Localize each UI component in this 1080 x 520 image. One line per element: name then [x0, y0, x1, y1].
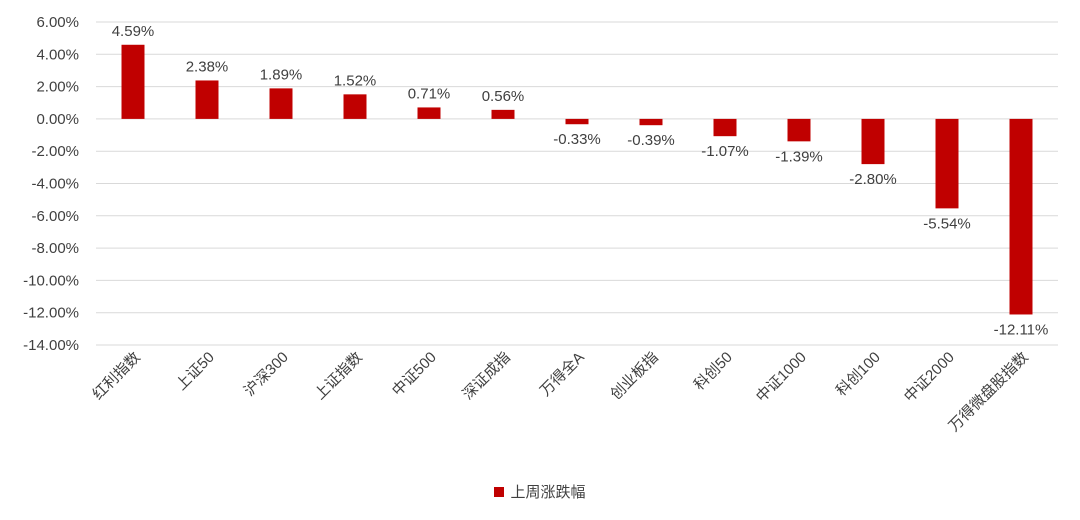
- data-label: -0.33%: [553, 131, 601, 148]
- x-tick-label: 中证2000: [901, 349, 958, 406]
- bar: [343, 94, 367, 119]
- bar: [121, 44, 145, 119]
- bar: [787, 118, 811, 142]
- data-label: -12.11%: [994, 321, 1049, 338]
- bar: [565, 118, 589, 125]
- data-label: -0.39%: [627, 132, 675, 149]
- x-tick-label: 科创50: [691, 349, 736, 394]
- x-tick-label: 创业板指: [607, 348, 662, 403]
- bar: [639, 118, 663, 126]
- x-tick-label: 中证1000: [753, 349, 810, 406]
- bar: [861, 118, 885, 165]
- bar: [195, 80, 219, 119]
- x-tick-label: 沪深300: [241, 349, 292, 400]
- x-tick-label: 万得微盘股指数: [945, 348, 1032, 435]
- legend-label: 上周涨跌幅: [510, 484, 586, 501]
- bar-chart-svg: 6.00% 4.00% 2.00% 0.00% -2.00% -4.00% -6.00% -8…: [23, 14, 1058, 435]
- data-label: 1.89%: [260, 66, 303, 83]
- data-label: 2.38%: [186, 58, 229, 75]
- data-label: 4.59%: [112, 23, 155, 40]
- bar: [713, 118, 737, 137]
- bar: [935, 118, 959, 209]
- data-label: -1.39%: [775, 148, 823, 165]
- data-label: 0.71%: [408, 85, 451, 102]
- y-tick-label: 0.00%: [36, 111, 79, 128]
- y-tick-label: -14.00%: [23, 337, 79, 354]
- bar: [491, 109, 515, 119]
- data-label: -5.54%: [923, 215, 971, 232]
- data-label: -1.07%: [701, 143, 749, 160]
- y-tick-label: 2.00%: [36, 79, 79, 96]
- x-tick-label: 科创100: [833, 349, 884, 400]
- y-tick-label: -6.00%: [31, 208, 79, 225]
- bar: [417, 107, 441, 119]
- x-tick-label: 上证50: [173, 349, 218, 394]
- y-tick-label: -12.00%: [23, 305, 79, 322]
- legend-swatch: [494, 487, 505, 497]
- data-label: 0.56%: [482, 88, 525, 105]
- data-label: -2.80%: [849, 171, 897, 188]
- bar: [269, 88, 293, 119]
- x-tick-label: 万得全A: [536, 348, 588, 400]
- x-tick-label: 中证500: [389, 349, 440, 400]
- y-tick-label: 4.00%: [36, 46, 79, 63]
- data-label: 1.52%: [334, 72, 377, 89]
- y-tick-label: -2.00%: [31, 143, 79, 160]
- x-tick-label: 深证成指: [459, 349, 513, 403]
- legend: 上周涨跌幅: [0, 481, 1080, 502]
- y-tick-label: 6.00%: [36, 14, 79, 31]
- x-tick-label: 红利指数: [89, 349, 143, 403]
- y-tick-label: -4.00%: [31, 176, 79, 193]
- x-tick-label: 上证指数: [311, 349, 365, 403]
- y-tick-label: -10.00%: [23, 272, 79, 289]
- y-tick-label: -8.00%: [31, 240, 79, 257]
- bar: [1009, 118, 1033, 315]
